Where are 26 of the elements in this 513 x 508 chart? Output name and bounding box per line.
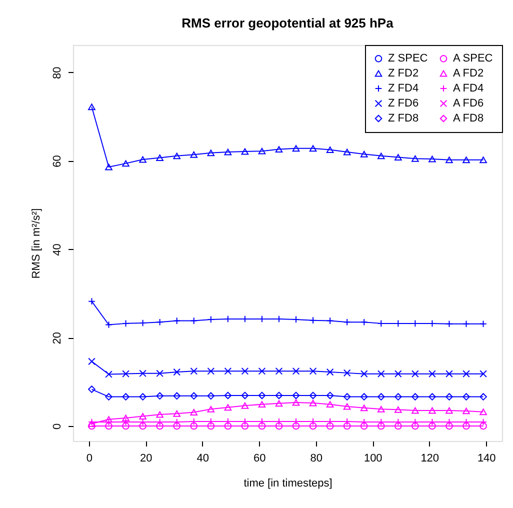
- x-tick-label: 0: [86, 452, 92, 464]
- y-axis-title: RMS [in m²/s²]: [30, 208, 42, 279]
- x-tick-label: 80: [310, 452, 322, 464]
- y-tick-label: 80: [52, 66, 64, 80]
- chart-title: RMS error geopotential at 925 hPa: [182, 16, 394, 30]
- legend-label: A FD4: [453, 82, 484, 94]
- y-tick-label: 0: [52, 423, 64, 430]
- legend-label: Z FD4: [388, 82, 419, 94]
- x-tick-label: 20: [140, 452, 152, 464]
- x-tick-label: 140: [477, 452, 496, 464]
- x-tick-label: 100: [364, 452, 382, 464]
- y-tick-label: 40: [52, 244, 64, 256]
- x-axis-title: time [in timesteps]: [244, 478, 332, 490]
- y-tick-label: 60: [52, 155, 64, 168]
- legend-label: Z FD2: [388, 68, 419, 80]
- y-tick-label: 20: [52, 332, 64, 344]
- legend-label: A SPEC: [453, 52, 493, 65]
- legend-label: Z FD6: [388, 98, 419, 110]
- legend-label: A FD2: [453, 68, 484, 80]
- legend-label: A FD8: [453, 112, 484, 124]
- legend-label: Z SPEC: [388, 52, 428, 65]
- x-tick-label: 60: [254, 452, 266, 464]
- legend-label: Z FD8: [388, 112, 419, 124]
- legend-label: A FD6: [453, 98, 484, 110]
- x-tick-label: 120: [420, 452, 440, 464]
- x-tick-label: 40: [196, 452, 210, 464]
